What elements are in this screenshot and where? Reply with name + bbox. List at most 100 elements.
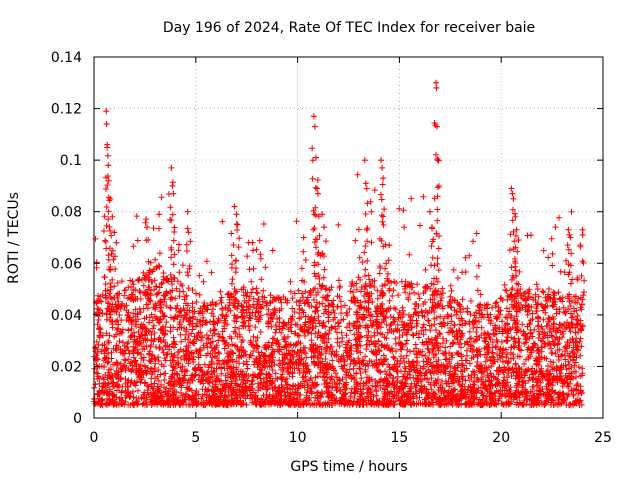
dense-band-points	[91, 171, 586, 409]
peak-point-38	[433, 79, 440, 86]
peak-trail-32	[376, 191, 387, 320]
peak-trail-9	[142, 236, 153, 326]
peak-point-1	[103, 121, 110, 128]
peak-point-49	[515, 237, 522, 244]
peak-point-46	[510, 195, 517, 202]
peak-trail-2	[102, 173, 113, 315]
peak-point-55	[579, 231, 586, 238]
peak-trail-51	[563, 241, 574, 331]
y-tick-label-0: 0	[73, 411, 82, 427]
peak-trail-4	[103, 197, 113, 318]
peak-point-51	[565, 226, 572, 233]
peak-point-27	[321, 224, 328, 231]
peak-trail-12	[167, 204, 178, 322]
peak-point-37	[428, 224, 435, 231]
peak-point-52	[566, 231, 573, 238]
peak-point-18	[234, 221, 241, 228]
data-points	[91, 79, 588, 409]
peak-trail-33	[378, 196, 389, 320]
peak-point-43	[475, 262, 482, 269]
x-tick-label-5: 25	[594, 430, 612, 446]
peak-trail-15	[183, 241, 193, 325]
peak-trail-41	[432, 183, 443, 321]
peak-point-28	[361, 157, 368, 164]
peak-point-0	[103, 108, 110, 115]
peak-trail-27	[319, 238, 330, 329]
peak-trail-49	[513, 248, 523, 327]
peak-point-2	[104, 141, 111, 148]
peak-point-45	[509, 190, 516, 197]
peak-trail-55	[577, 243, 588, 329]
peak-point-29	[362, 180, 369, 187]
peak-point-54	[579, 226, 586, 233]
x-tick-label-4: 20	[492, 430, 510, 446]
x-axis-label: GPS time / hours	[290, 459, 407, 475]
plot-frame	[93, 56, 604, 419]
peak-trail-7	[108, 247, 118, 325]
peak-point-31	[378, 157, 385, 164]
peak-trail-40	[432, 155, 442, 311]
peak-trail-8	[111, 253, 122, 333]
peak-point-6	[109, 213, 116, 220]
peak-point-20	[300, 234, 307, 241]
peak-point-22	[311, 123, 318, 130]
peak-point-32	[379, 164, 386, 171]
peak-point-39	[433, 84, 440, 91]
peak-point-12	[169, 182, 176, 189]
peak-point-24	[313, 185, 320, 192]
x-tick-label-3: 15	[390, 430, 408, 446]
y-tick-label-6: 0.12	[51, 102, 82, 118]
peak-trail-44	[506, 206, 517, 321]
x-tick-label-0: 0	[90, 430, 99, 446]
y-tick-label-2: 0.04	[51, 308, 82, 324]
peak-trail-28	[359, 185, 371, 318]
y-tick-label-1: 0.02	[51, 359, 82, 375]
peak-point-26	[319, 211, 326, 218]
peak-point-30	[363, 226, 370, 233]
peak-point-23	[312, 154, 319, 161]
x-tick-label-2: 10	[289, 430, 307, 446]
peak-trail-22	[309, 157, 319, 311]
peak-trail-17	[231, 226, 242, 324]
peak-point-47	[512, 213, 519, 220]
peak-trail-19	[244, 253, 255, 330]
peak-trail-53	[564, 246, 576, 331]
peak-trail-24	[311, 204, 323, 324]
peak-trail-50	[532, 291, 542, 335]
peak-point-5	[107, 195, 114, 202]
y-axis-label: ROTI / TECUs	[6, 192, 22, 284]
peak-point-34	[381, 206, 388, 213]
peak-point-9	[143, 224, 150, 231]
peak-trail-34	[379, 221, 390, 323]
peak-trail-18	[232, 235, 243, 331]
x-tick-label-1: 5	[191, 430, 200, 446]
peak-point-14	[184, 208, 191, 215]
peak-trail-20	[298, 248, 309, 326]
chart-title: Day 196 of 2024, Rate Of TEC Index for r…	[163, 20, 535, 36]
peak-trail-10	[153, 225, 165, 325]
peak-point-35	[386, 242, 393, 249]
peak-trail-13	[168, 211, 179, 320]
peak-point-8	[113, 239, 120, 246]
peak-point-40	[434, 123, 441, 130]
peak-point-3	[105, 162, 112, 169]
peak-point-16	[231, 203, 238, 210]
peak-point-33	[380, 175, 387, 182]
peak-point-42	[447, 293, 454, 300]
y-tick-label-7: 0.14	[51, 50, 82, 66]
peak-point-50	[534, 286, 541, 293]
x-axis-ticks: 0 5 10 15 20 25	[90, 57, 612, 446]
peak-point-13	[170, 190, 177, 197]
peak-trail-1	[101, 152, 112, 312]
peak-point-48	[513, 226, 520, 233]
peak-point-4	[105, 177, 112, 184]
peak-point-41	[435, 157, 442, 164]
peak-point-25	[314, 190, 321, 197]
y-tick-label-5: 0.1	[60, 153, 82, 169]
peak-trail-5	[104, 216, 115, 324]
axes	[93, 56, 604, 419]
peak-point-53	[567, 234, 574, 241]
peak-point-36	[426, 208, 433, 215]
peak-point-19	[245, 239, 252, 246]
peak-trail-43	[473, 273, 485, 331]
